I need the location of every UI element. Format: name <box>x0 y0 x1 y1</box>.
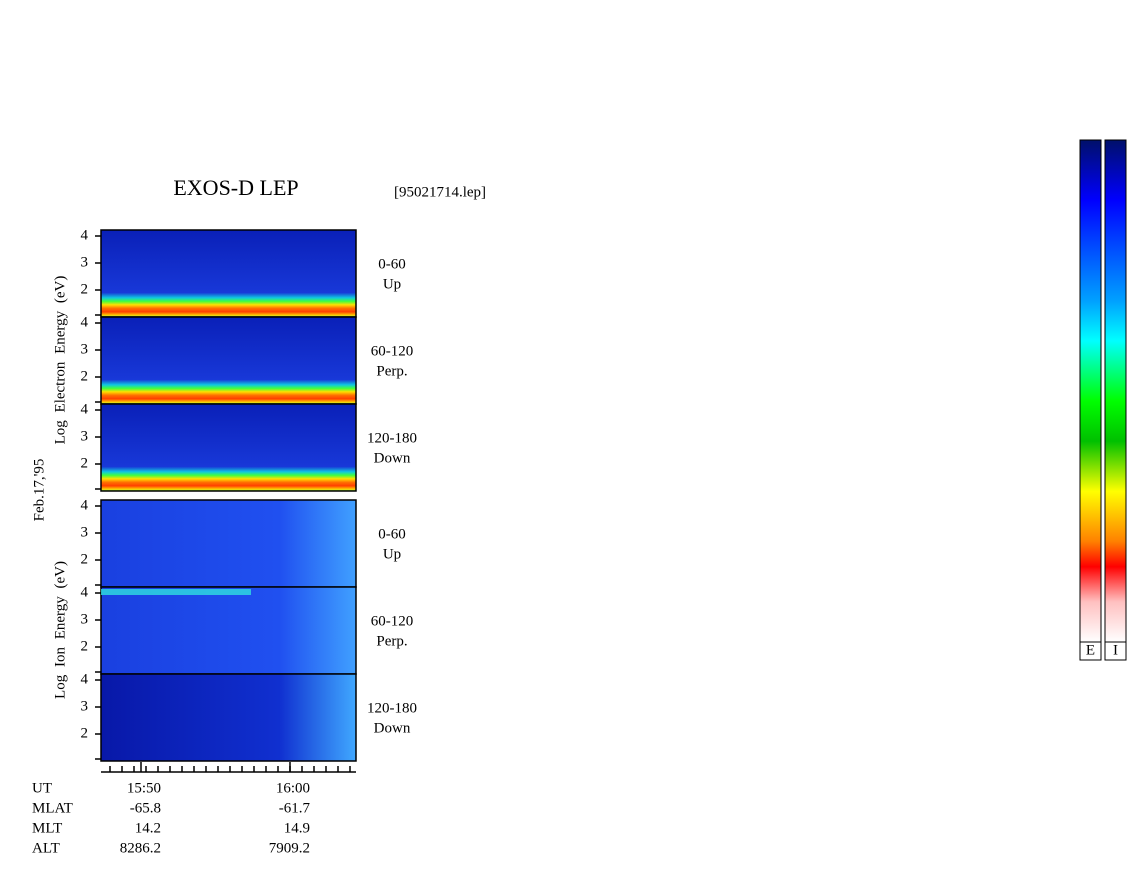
row-value: -65.8 <box>130 800 161 816</box>
row-value: 14.9 <box>284 820 310 836</box>
direction-label: Perp. <box>376 363 407 379</box>
colorbar <box>1104 139 1127 643</box>
y-tick-label: 4 <box>81 227 89 243</box>
spectrogram-panel <box>100 316 357 405</box>
ion-axis-label: Log Ion Energy (eV) <box>52 561 68 699</box>
direction-label: Up <box>383 546 401 562</box>
angle-label: 0-60 <box>378 256 406 272</box>
y-tick-label: 4 <box>81 671 89 687</box>
y-tick-label: 3 <box>81 254 89 270</box>
y-tick-label: 3 <box>81 611 89 627</box>
y-tick-label: 3 <box>81 428 89 444</box>
electron-axis-label: Log Electron Energy (eV) <box>52 276 68 445</box>
y-tick-label: 2 <box>81 368 89 384</box>
colorbar-label: I <box>1113 642 1118 658</box>
row-value: 8286.2 <box>120 840 161 856</box>
angle-label: 0-60 <box>378 526 406 542</box>
y-tick-label: 2 <box>81 551 89 567</box>
row-value: -61.7 <box>279 800 311 816</box>
y-tick-label: 2 <box>81 638 89 654</box>
spectrogram-panel <box>100 403 357 492</box>
spectrogram-panel <box>100 229 357 318</box>
title: EXOS-D LEP <box>173 175 298 200</box>
row-value: 14.2 <box>135 820 161 836</box>
y-tick-label: 4 <box>81 401 89 417</box>
file-name: [95021714.lep] <box>394 184 486 200</box>
direction-label: Perp. <box>376 633 407 649</box>
y-tick-label: 4 <box>81 584 89 600</box>
direction-label: Up <box>383 276 401 292</box>
row-value: 16:00 <box>276 780 310 796</box>
direction-label: Down <box>374 450 411 466</box>
y-tick-label: 3 <box>81 698 89 714</box>
y-tick-label: 2 <box>81 455 89 471</box>
colorbar-label-box <box>1104 641 1127 661</box>
spectrogram-panel <box>100 673 357 762</box>
y-tick-label: 3 <box>81 524 89 540</box>
angle-label: 120-180 <box>367 430 417 446</box>
row-label: MLAT <box>32 800 73 816</box>
angle-label: 120-180 <box>367 700 417 716</box>
colorbar-label: E <box>1086 642 1095 658</box>
colorbar-label-box <box>1079 641 1102 661</box>
y-tick-label: 2 <box>81 281 89 297</box>
colorbar <box>1079 139 1102 643</box>
row-label: UT <box>32 780 52 796</box>
angle-label: 60-120 <box>371 613 414 629</box>
row-label: MLT <box>32 820 62 836</box>
y-tick-label: 4 <box>81 314 89 330</box>
spectrogram-panel <box>100 499 357 588</box>
direction-label: Down <box>374 720 411 736</box>
date: Feb.17,'95 <box>31 459 47 522</box>
emission-band <box>101 589 251 595</box>
y-tick-label: 2 <box>81 725 89 741</box>
row-value: 7909.2 <box>269 840 310 856</box>
y-tick-label: 4 <box>81 497 89 513</box>
row-label: ALT <box>32 840 60 856</box>
row-value: 15:50 <box>127 780 161 796</box>
spectrogram-panel <box>100 586 357 675</box>
y-tick-label: 3 <box>81 341 89 357</box>
angle-label: 60-120 <box>371 343 414 359</box>
